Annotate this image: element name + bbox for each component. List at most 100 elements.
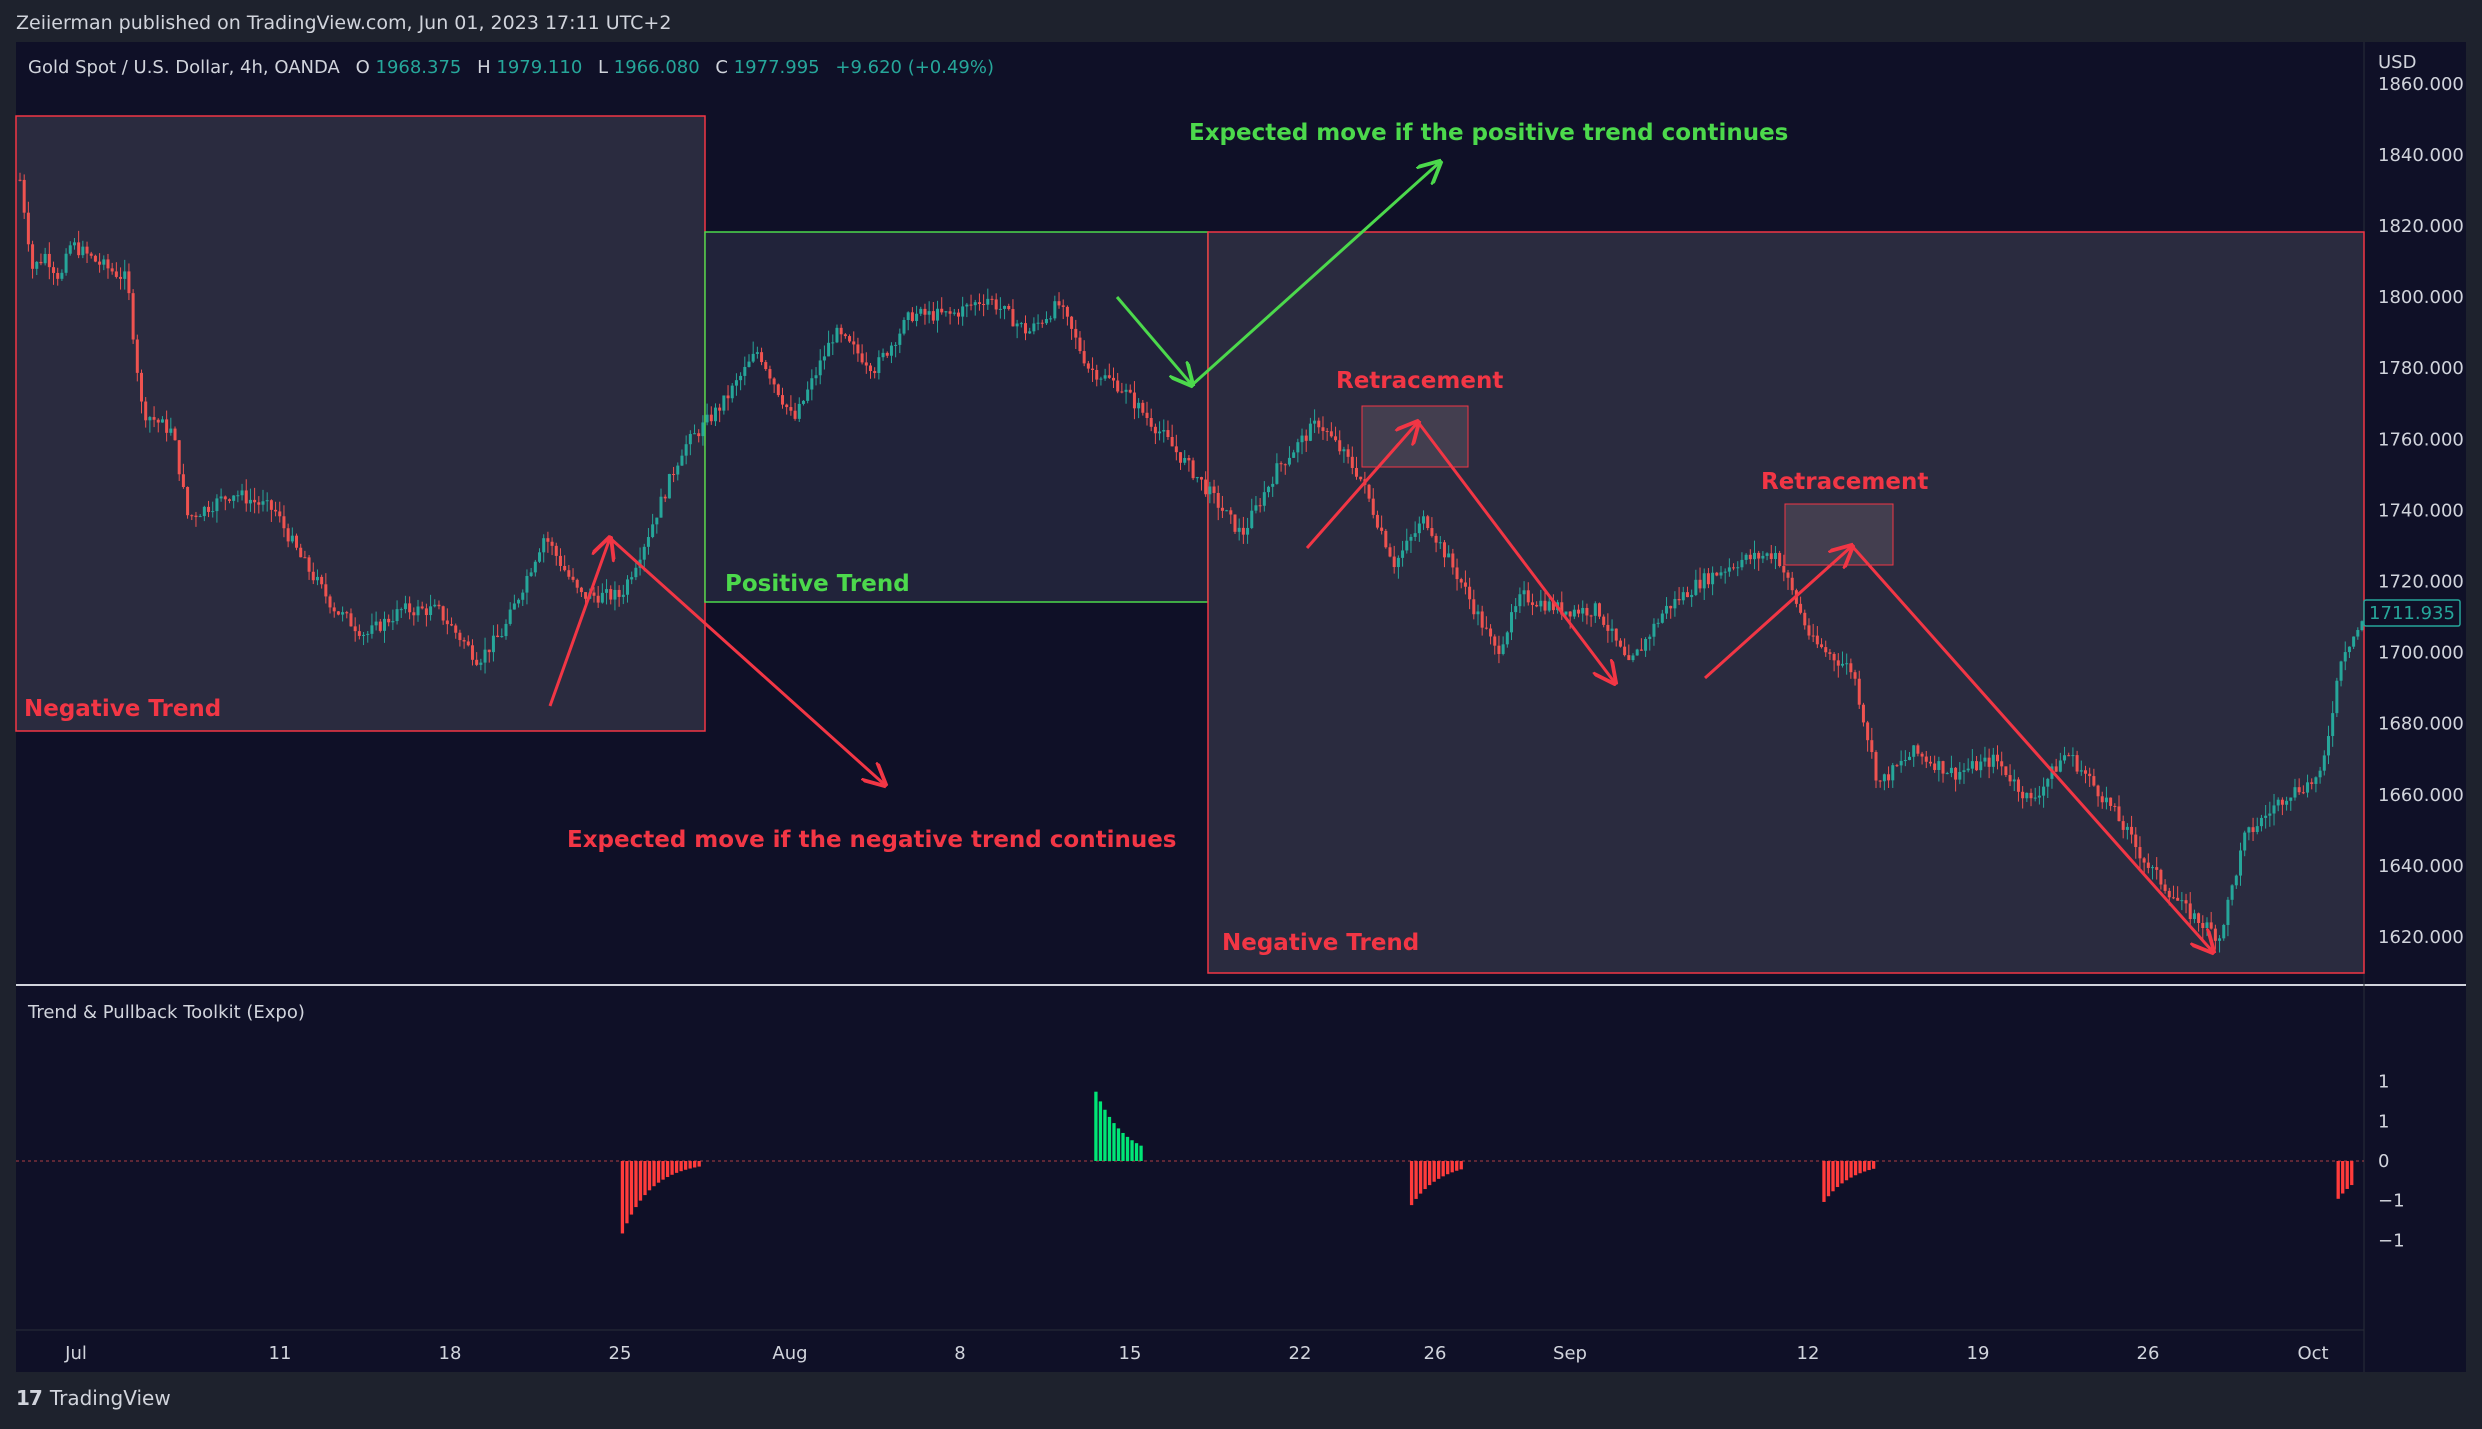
- indicator-tick-label: −1: [2378, 1230, 2405, 1251]
- negative-trend-box-1[interactable]: [15, 115, 706, 732]
- candle-body: [114, 271, 118, 277]
- candle-body: [1015, 323, 1019, 327]
- candle-body: [1845, 663, 1849, 665]
- arrow-down-2[interactable]: [1850, 545, 2213, 952]
- candle-body: [2159, 869, 2163, 885]
- price-tick-label: 1820.000: [2378, 216, 2464, 237]
- candle-body: [98, 261, 102, 265]
- candle-body: [592, 592, 596, 596]
- price-axis[interactable]: 1860.000 1840.000 1820.000 1800.000 1780.000…: [2378, 74, 2464, 948]
- candle-body: [1912, 745, 1916, 757]
- annotation-boxes: [15, 115, 2365, 974]
- candle-body: [1065, 306, 1069, 317]
- candle-body: [781, 395, 785, 405]
- legend-symbol[interactable]: Gold Spot / U.S. Dollar, 4h, OANDA: [28, 57, 341, 78]
- candle-body: [165, 419, 169, 433]
- indicator-title[interactable]: Trend & Pullback Toolkit (Expo): [27, 1002, 305, 1023]
- time-tick-label: 12: [1797, 1343, 1820, 1364]
- candle-body: [1438, 542, 1442, 544]
- candle-body: [496, 635, 500, 638]
- arrow-pullback-green[interactable]: [1115, 296, 1192, 385]
- histogram-bar: [647, 1161, 652, 1191]
- candle-body: [2138, 847, 2142, 859]
- candle-body: [1329, 431, 1333, 437]
- candle-body: [546, 538, 550, 542]
- candle-body: [1962, 770, 1966, 772]
- candle-body: [1690, 594, 1694, 598]
- candle-body: [1116, 380, 1120, 392]
- candle-body: [1597, 603, 1601, 617]
- legend-close: 1977.995: [734, 57, 820, 78]
- time-tick-label: 11: [269, 1343, 292, 1364]
- candle-body: [1040, 322, 1044, 324]
- candle-body: [190, 515, 194, 517]
- negative-trend-box-2[interactable]: [1207, 231, 2365, 974]
- candle-body: [315, 576, 319, 581]
- candle-body: [1463, 582, 1467, 587]
- candle-body: [1267, 486, 1271, 493]
- candle-body: [324, 584, 328, 597]
- candle-body: [2000, 761, 2004, 767]
- candle-body: [2213, 928, 2217, 941]
- candle-body: [2339, 661, 2343, 681]
- arrow-expected-negative[interactable]: [608, 536, 885, 785]
- candle-body: [2134, 834, 2138, 848]
- candle-body: [1241, 527, 1245, 535]
- candle-body: [366, 633, 370, 635]
- time-axis[interactable]: Jul 11 18 25 Aug 8 15 22 26 Sep 12 19 26 Oct: [64, 1343, 2328, 1364]
- positive-trend-box[interactable]: [704, 231, 1209, 603]
- candle-body: [1593, 603, 1597, 616]
- candle-body: [391, 621, 395, 623]
- price-tick-label: 1660.000: [2378, 785, 2464, 806]
- histogram-bar: [2350, 1161, 2354, 1186]
- candle-body: [424, 608, 428, 616]
- candle-body: [2289, 797, 2293, 801]
- candle-body: [2029, 792, 2033, 799]
- candle-body: [374, 621, 378, 626]
- legend-o-label: O: [356, 57, 370, 78]
- arrow-expected-positive[interactable]: [1190, 162, 1440, 387]
- arrow-down-1[interactable]: [1416, 421, 1615, 683]
- candle-body: [135, 339, 139, 373]
- candle-body: [940, 308, 944, 313]
- candle-body: [772, 378, 776, 385]
- candle-body: [1422, 516, 1426, 524]
- candle-body: [1103, 375, 1107, 379]
- candle-body: [479, 662, 483, 665]
- candle-body: [353, 626, 357, 632]
- candle-body: [257, 502, 261, 505]
- histogram-bar: [1849, 1161, 1853, 1178]
- retracement-box-1[interactable]: [1361, 405, 1469, 468]
- candle-body: [47, 253, 51, 268]
- candle-body: [2046, 778, 2050, 787]
- candle-body: [207, 506, 211, 512]
- candle-body: [357, 631, 361, 636]
- candle-body: [1560, 602, 1564, 615]
- candle-body: [1262, 492, 1266, 506]
- arrow-retracement-up-1[interactable]: [1305, 422, 1418, 549]
- histogram-bar: [1094, 1091, 1098, 1161]
- histogram-bar: [1103, 1109, 1107, 1161]
- candle-body: [1803, 612, 1807, 626]
- candle-body: [1933, 763, 1937, 770]
- candle-body: [864, 362, 868, 366]
- tradingview-footer[interactable]: 17 TradingView: [16, 1386, 171, 1410]
- candle-body: [1920, 753, 1924, 757]
- histogram-bar: [679, 1161, 683, 1172]
- candle-body: [1271, 483, 1275, 487]
- candle-body: [370, 625, 374, 634]
- candle-body: [1924, 756, 1928, 762]
- arrow-retracement-up-2[interactable]: [1703, 546, 1852, 680]
- candle-body: [1824, 647, 1828, 653]
- arrow-up-red-1[interactable]: [548, 538, 610, 707]
- histogram-bar: [2345, 1161, 2349, 1189]
- candle-body: [977, 302, 981, 305]
- candle-body: [961, 306, 965, 317]
- candle-body: [1225, 510, 1229, 512]
- candle-body: [26, 212, 30, 245]
- candle-body: [1623, 646, 1627, 656]
- candle-body: [223, 496, 227, 500]
- candle-body: [1727, 567, 1731, 572]
- histogram-bar: [1121, 1132, 1125, 1161]
